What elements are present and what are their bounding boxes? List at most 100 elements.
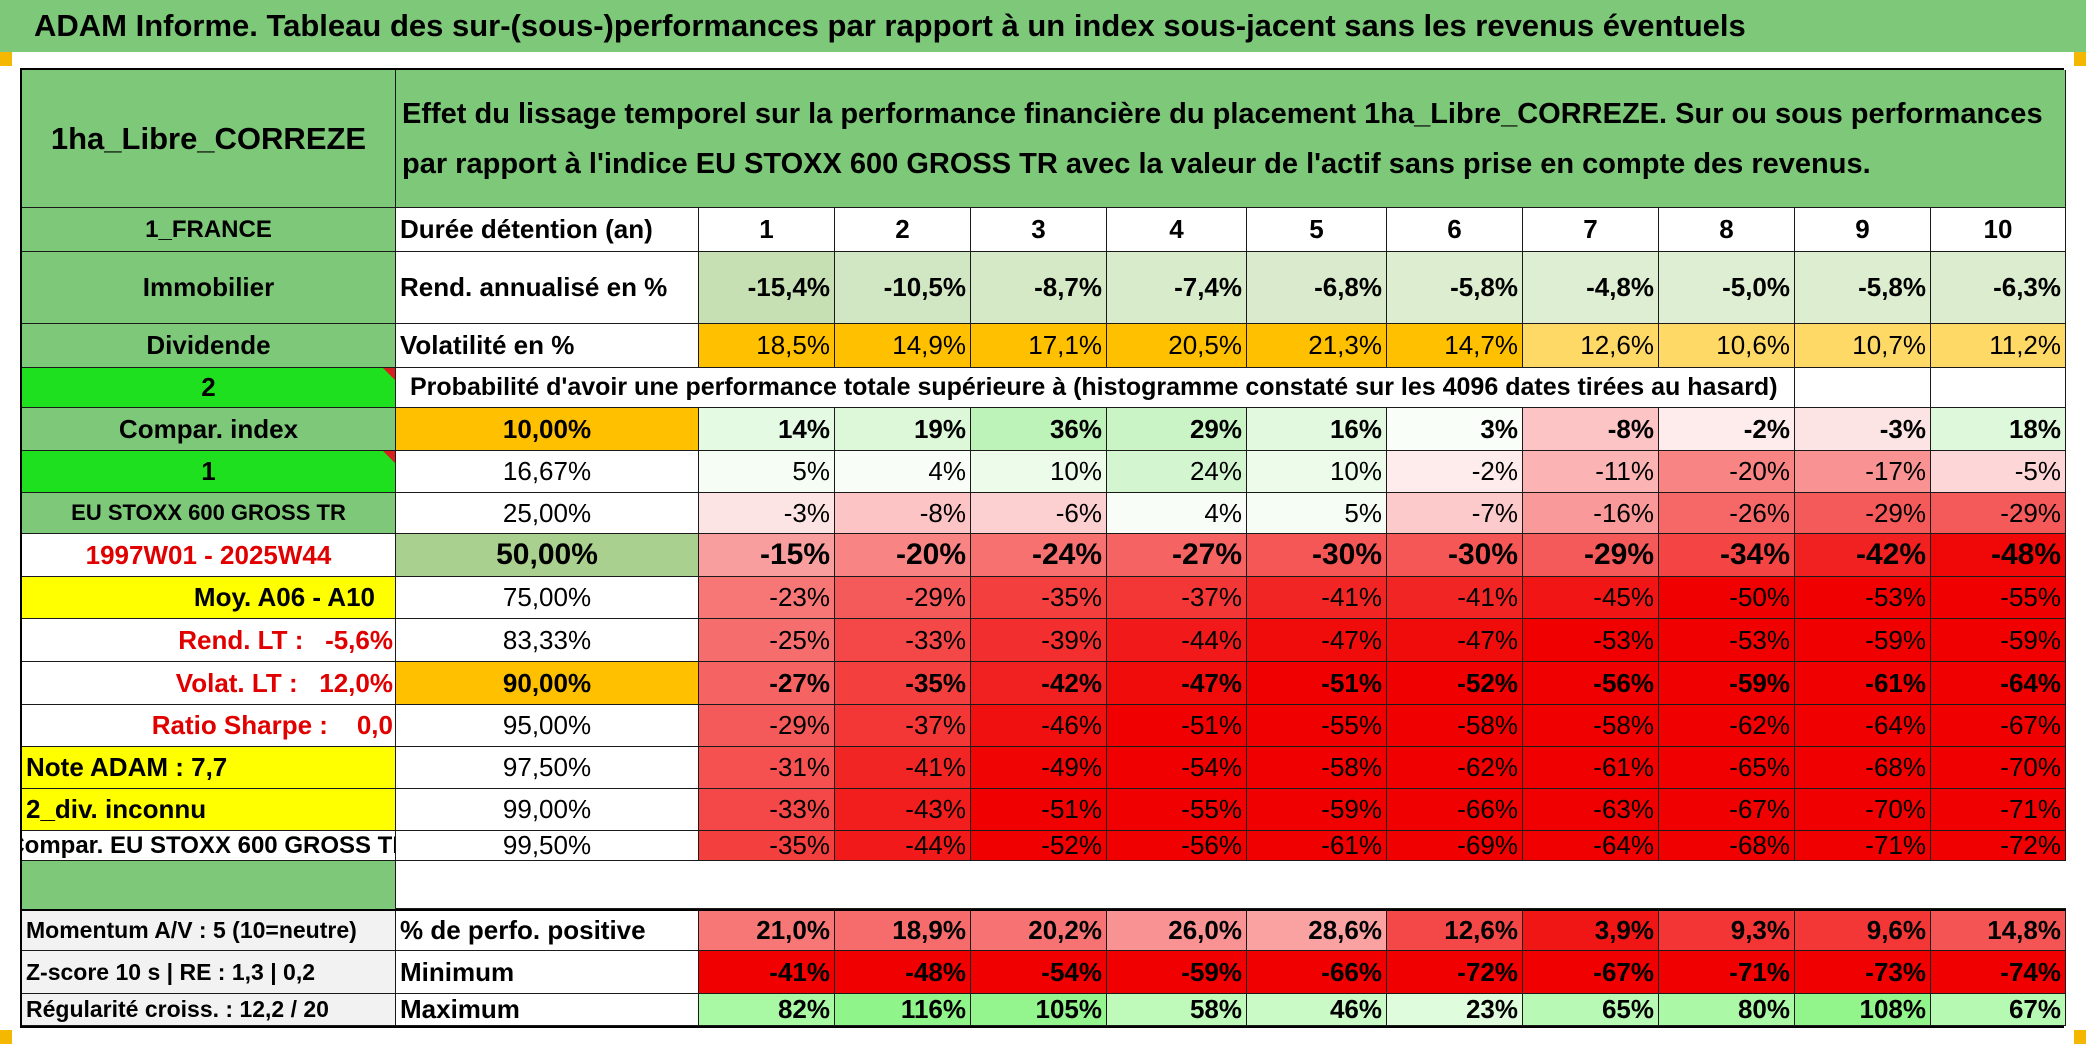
proba-value-cell[interactable]: -64% <box>1795 705 1931 747</box>
proba-value-cell[interactable]: 24% <box>1107 451 1247 493</box>
proba-value-cell[interactable]: 36% <box>971 408 1107 451</box>
proba-value-cell[interactable]: -8% <box>1523 408 1659 451</box>
proba-value-cell[interactable]: 10% <box>971 451 1107 493</box>
proba-value-cell[interactable]: -67% <box>1931 705 2066 747</box>
proba-value-cell[interactable]: -61% <box>1523 747 1659 789</box>
rend-value-cell[interactable]: -5,8% <box>1387 252 1523 324</box>
resize-handle-bottom-right[interactable] <box>2074 1030 2086 1044</box>
proba-value-cell[interactable]: -27% <box>699 662 835 705</box>
proba-value-cell[interactable]: 29% <box>1107 408 1247 451</box>
proba-value-cell[interactable]: -49% <box>971 747 1107 789</box>
minimum-value-cell[interactable]: -67% <box>1523 951 1659 994</box>
vol-value-cell[interactable]: 18,5% <box>699 324 835 368</box>
category-cell[interactable]: Immobilier <box>22 252 396 324</box>
proba-value-cell[interactable]: -8% <box>835 493 971 534</box>
moy-cell[interactable]: Moy. A06 - A10 <box>22 577 396 619</box>
minimum-value-cell[interactable]: -66% <box>1247 951 1387 994</box>
minimum-value-cell[interactable]: -48% <box>835 951 971 994</box>
proba-value-cell[interactable]: -58% <box>1523 705 1659 747</box>
resize-handle-left[interactable] <box>0 52 12 66</box>
proba-value-cell[interactable]: -41% <box>1387 577 1523 619</box>
selector-two-cell[interactable]: 2 <box>22 368 396 408</box>
minimum-value-cell[interactable]: -74% <box>1931 951 2066 994</box>
proba-value-cell[interactable]: -24% <box>971 534 1107 577</box>
rend-value-cell[interactable]: -4,8% <box>1523 252 1659 324</box>
proba-value-cell[interactable]: -11% <box>1523 451 1659 493</box>
proba-value-cell[interactable]: -58% <box>1247 747 1387 789</box>
maximum-value-cell[interactable]: 67% <box>1931 994 2066 1026</box>
proba-value-cell[interactable]: -5% <box>1931 451 2066 493</box>
proba-pct-cell[interactable]: 99,50% <box>396 831 699 861</box>
empty-cell[interactable] <box>1795 368 1931 408</box>
year-3-cell[interactable]: 3 <box>971 208 1107 252</box>
selector-one-cell[interactable]: 1 <box>22 451 396 493</box>
proba-value-cell[interactable]: -68% <box>1795 747 1931 789</box>
proba-value-cell[interactable]: -59% <box>1247 789 1387 831</box>
proba-value-cell[interactable]: -59% <box>1931 619 2066 662</box>
proba-value-cell[interactable]: -23% <box>699 577 835 619</box>
proba-value-cell[interactable]: 5% <box>699 451 835 493</box>
proba-value-cell[interactable]: -35% <box>971 577 1107 619</box>
maximum-value-cell[interactable]: 116% <box>835 994 971 1026</box>
proba-value-cell[interactable]: -46% <box>971 705 1107 747</box>
minimum-value-cell[interactable]: -54% <box>971 951 1107 994</box>
proba-pct-cell[interactable]: 97,50% <box>396 747 699 789</box>
proba-value-cell[interactable]: -50% <box>1659 577 1795 619</box>
vol-value-cell[interactable]: 21,3% <box>1247 324 1387 368</box>
vol-value-cell[interactable]: 20,5% <box>1107 324 1247 368</box>
proba-value-cell[interactable]: -56% <box>1107 831 1247 861</box>
rend-value-cell[interactable]: -10,5% <box>835 252 971 324</box>
proba-value-cell[interactable]: -54% <box>1107 747 1247 789</box>
max-label-cell[interactable]: Maximum <box>396 994 699 1026</box>
proba-value-cell[interactable]: 4% <box>1107 493 1247 534</box>
maximum-value-cell[interactable]: 65% <box>1523 994 1659 1026</box>
proba-value-cell[interactable]: -68% <box>1659 831 1795 861</box>
positive-value-cell[interactable]: 9,3% <box>1659 909 1795 951</box>
empty-cell[interactable] <box>1931 368 2066 408</box>
proba-value-cell[interactable]: -56% <box>1523 662 1659 705</box>
proba-pct-cell[interactable]: 10,00% <box>396 408 699 451</box>
year-9-cell[interactable]: 9 <box>1795 208 1931 252</box>
proba-value-cell[interactable]: -7% <box>1387 493 1523 534</box>
positive-value-cell[interactable]: 28,6% <box>1247 909 1387 951</box>
rend-lt-cell[interactable]: Rend. LT : -5,6% <box>22 619 396 662</box>
proba-value-cell[interactable]: 19% <box>835 408 971 451</box>
proba-value-cell[interactable]: -20% <box>1659 451 1795 493</box>
rend-label-cell[interactable]: Rend. annualisé en % <box>396 252 699 324</box>
proba-pct-cell[interactable]: 75,00% <box>396 577 699 619</box>
proba-value-cell[interactable]: -53% <box>1795 577 1931 619</box>
proba-pct-cell[interactable]: 90,00% <box>396 662 699 705</box>
proba-value-cell[interactable]: -58% <box>1387 705 1523 747</box>
proba-value-cell[interactable]: 3% <box>1387 408 1523 451</box>
minimum-value-cell[interactable]: -41% <box>699 951 835 994</box>
proba-value-cell[interactable]: -3% <box>699 493 835 534</box>
proba-value-cell[interactable]: -34% <box>1659 534 1795 577</box>
zscore-cell[interactable]: Z-score 10 s | RE : 1,3 | 0,2 <box>22 951 396 994</box>
fund-name-cell[interactable]: 1ha_Libre_CORREZE <box>22 70 396 208</box>
proba-value-cell[interactable]: -51% <box>1107 705 1247 747</box>
proba-value-cell[interactable]: 18% <box>1931 408 2066 451</box>
regularite-cell[interactable]: Régularité croiss. : 12,2 / 20 <box>22 994 396 1026</box>
proba-value-cell[interactable]: -2% <box>1659 408 1795 451</box>
maximum-value-cell[interactable]: 80% <box>1659 994 1795 1026</box>
proba-value-cell[interactable]: -62% <box>1659 705 1795 747</box>
maximum-value-cell[interactable]: 23% <box>1387 994 1523 1026</box>
compar-index-cell[interactable]: Compar. index <box>22 408 396 451</box>
sharpe-cell[interactable]: Ratio Sharpe : 0,0 <box>22 705 396 747</box>
positive-value-cell[interactable]: 26,0% <box>1107 909 1247 951</box>
proba-value-cell[interactable]: -71% <box>1795 831 1931 861</box>
proba-value-cell[interactable]: -43% <box>835 789 971 831</box>
proba-value-cell[interactable]: -6% <box>971 493 1107 534</box>
proba-title-cell[interactable]: Probabilité d'avoir une performance tota… <box>396 368 1795 408</box>
vol-value-cell[interactable]: 10,6% <box>1659 324 1795 368</box>
vol-label-cell[interactable]: Volatilité en % <box>396 324 699 368</box>
proba-value-cell[interactable]: -35% <box>835 662 971 705</box>
vol-value-cell[interactable]: 10,7% <box>1795 324 1931 368</box>
proba-value-cell[interactable]: -51% <box>971 789 1107 831</box>
positive-value-cell[interactable]: 18,9% <box>835 909 971 951</box>
proba-value-cell[interactable]: -62% <box>1387 747 1523 789</box>
proba-pct-cell[interactable]: 16,67% <box>396 451 699 493</box>
rend-value-cell[interactable]: -5,8% <box>1795 252 1931 324</box>
proba-value-cell[interactable]: -66% <box>1387 789 1523 831</box>
proba-pct-cell[interactable]: 83,33% <box>396 619 699 662</box>
